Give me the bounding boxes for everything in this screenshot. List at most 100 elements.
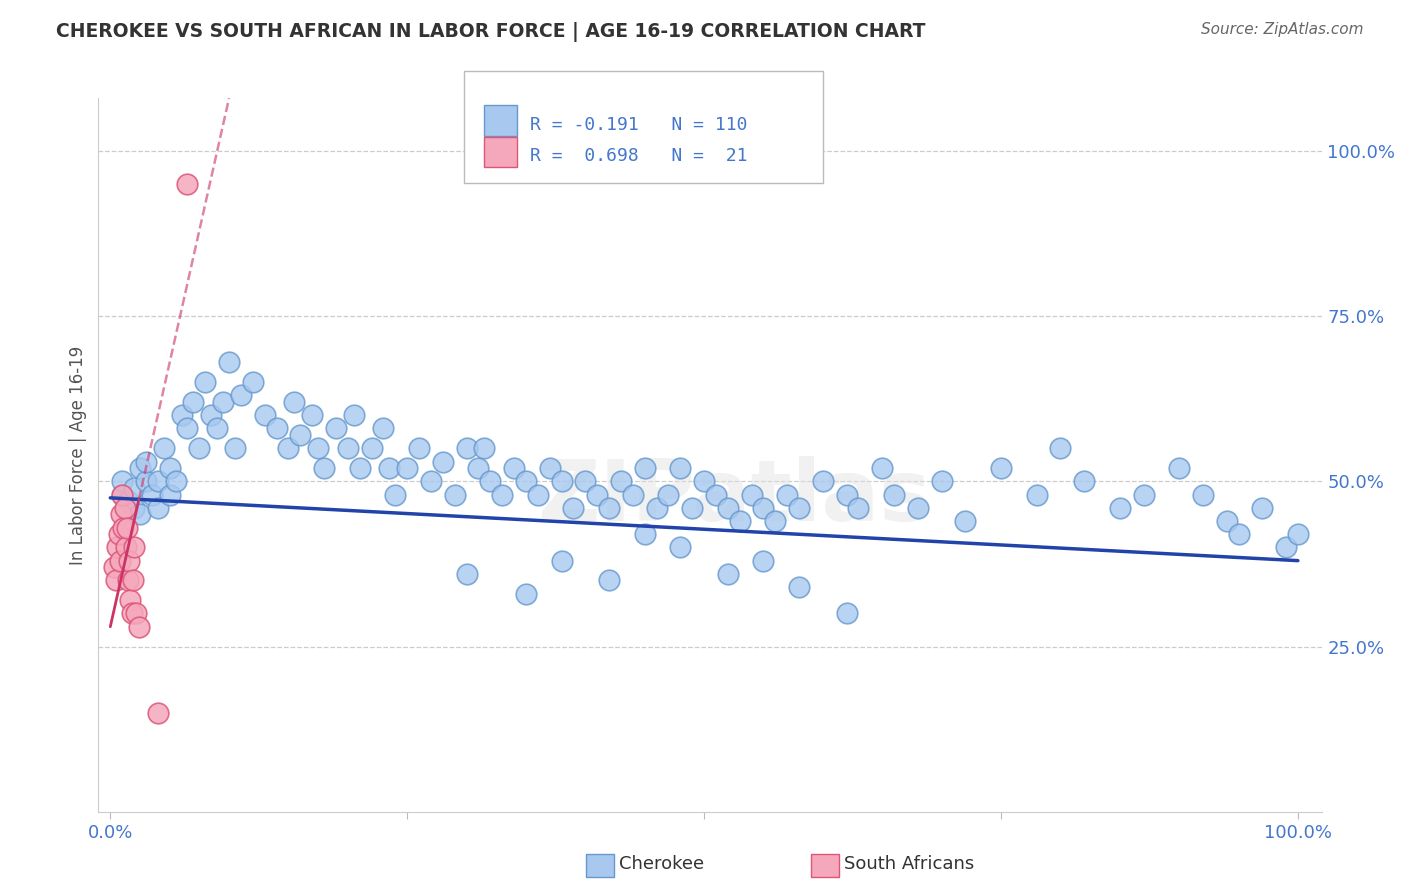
Point	[384, 487, 406, 501]
Point	[129, 508, 152, 522]
Point	[562, 500, 585, 515]
Point	[118, 554, 141, 568]
Point	[717, 500, 740, 515]
Point	[467, 461, 489, 475]
Point	[527, 487, 550, 501]
Point	[128, 620, 150, 634]
Point	[122, 500, 145, 515]
Point	[117, 494, 139, 508]
Point	[763, 514, 786, 528]
Point	[117, 574, 139, 588]
Point	[728, 514, 751, 528]
Point	[253, 409, 276, 423]
Point	[105, 574, 128, 588]
Point	[159, 461, 181, 475]
Point	[108, 554, 131, 568]
Point	[432, 454, 454, 468]
Point	[111, 475, 134, 489]
Point	[752, 500, 775, 515]
Point	[1215, 514, 1237, 528]
Point	[135, 454, 157, 468]
Text: R =  0.698   N =  21: R = 0.698 N = 21	[530, 147, 748, 165]
Text: South Africans: South Africans	[844, 855, 974, 873]
Point	[115, 520, 138, 534]
Point	[598, 574, 620, 588]
Point	[515, 587, 537, 601]
Y-axis label: In Labor Force | Age 16-19: In Labor Force | Age 16-19	[69, 345, 87, 565]
Point	[456, 566, 478, 581]
Point	[152, 442, 174, 456]
Text: Cherokee: Cherokee	[619, 855, 704, 873]
Point	[378, 461, 401, 475]
Point	[693, 475, 716, 489]
Point	[170, 409, 193, 423]
Point	[111, 487, 134, 501]
Point	[373, 421, 395, 435]
Point	[110, 508, 132, 522]
Point	[336, 442, 359, 456]
Point	[811, 475, 834, 489]
Point	[538, 461, 561, 475]
Point	[1132, 487, 1154, 501]
Point	[266, 421, 288, 435]
Point	[176, 421, 198, 435]
Point	[787, 580, 810, 594]
Point	[681, 500, 703, 515]
Point	[907, 500, 929, 515]
Point	[621, 487, 644, 501]
Point	[114, 541, 136, 555]
Point	[312, 461, 335, 475]
Point	[1108, 500, 1130, 515]
Point	[107, 527, 129, 541]
Point	[443, 487, 465, 501]
Point	[301, 409, 323, 423]
Text: R = -0.191   N = 110: R = -0.191 N = 110	[530, 116, 748, 134]
Point	[242, 376, 264, 390]
Text: CHEROKEE VS SOUTH AFRICAN IN LABOR FORCE | AGE 16-19 CORRELATION CHART: CHEROKEE VS SOUTH AFRICAN IN LABOR FORCE…	[56, 22, 925, 42]
Point	[349, 461, 371, 475]
Point	[146, 500, 169, 515]
Point	[141, 487, 163, 501]
Point	[200, 409, 222, 423]
Point	[396, 461, 419, 475]
Point	[343, 409, 366, 423]
Point	[741, 487, 763, 501]
Point	[1251, 500, 1274, 515]
Point	[194, 376, 217, 390]
Point	[188, 442, 211, 456]
Point	[212, 395, 235, 409]
Text: ZIPatlas: ZIPatlas	[537, 456, 931, 540]
Point	[121, 607, 143, 621]
Point	[474, 442, 496, 456]
Point	[103, 560, 125, 574]
Point	[634, 461, 657, 475]
Point	[550, 554, 572, 568]
Point	[125, 607, 148, 621]
Point	[1286, 527, 1309, 541]
Point	[1049, 442, 1071, 456]
Point	[129, 461, 152, 475]
Point	[176, 177, 198, 191]
Point	[704, 487, 727, 501]
Point	[122, 481, 145, 495]
Point	[307, 442, 329, 456]
Point	[146, 706, 169, 720]
Point	[835, 487, 858, 501]
Point	[717, 566, 740, 581]
Point	[1168, 461, 1191, 475]
Point	[114, 500, 136, 515]
Text: Source: ZipAtlas.com: Source: ZipAtlas.com	[1201, 22, 1364, 37]
Point	[135, 475, 157, 489]
Point	[111, 487, 134, 501]
Point	[277, 442, 299, 456]
Point	[787, 500, 810, 515]
Point	[835, 607, 858, 621]
Point	[159, 487, 181, 501]
Point	[955, 514, 977, 528]
Point	[1192, 487, 1215, 501]
Point	[224, 442, 246, 456]
Point	[848, 500, 870, 515]
Point	[931, 475, 953, 489]
Point	[205, 421, 228, 435]
Point	[218, 355, 240, 369]
